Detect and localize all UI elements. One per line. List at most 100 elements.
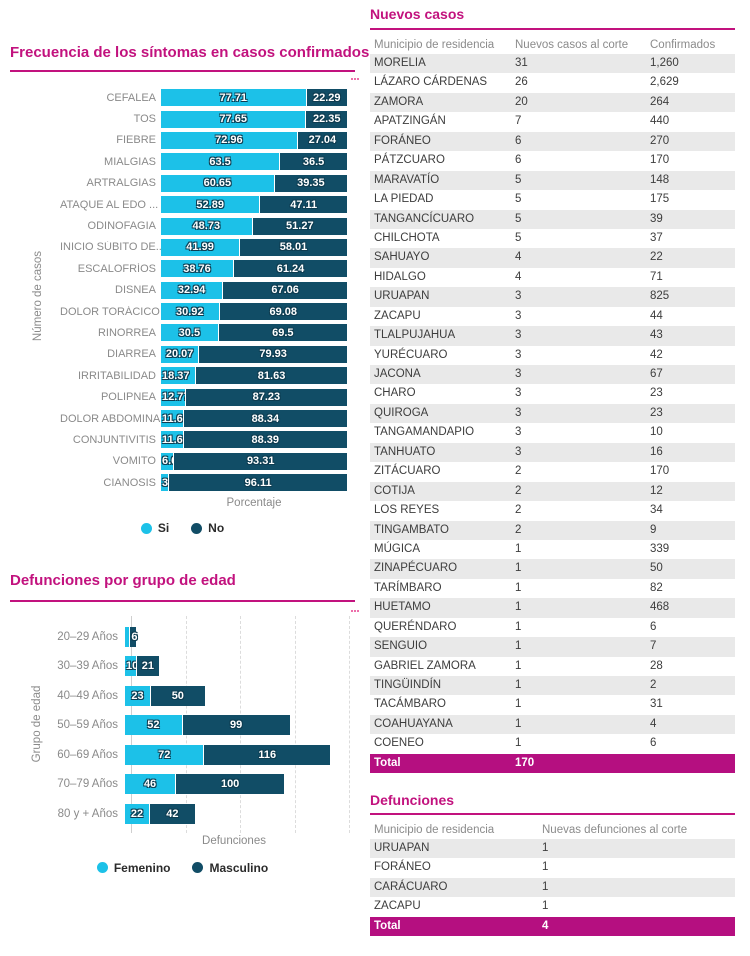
table-row[interactable]: GABRIEL ZAMORA 1 28: [370, 657, 735, 676]
table-cell: 28: [650, 659, 663, 672]
table-row[interactable]: ZACAPU 3 44: [370, 307, 735, 326]
table-row[interactable]: JACONA 3 67: [370, 365, 735, 385]
stacked-bar[interactable]: 10 21: [125, 656, 343, 677]
table-row[interactable]: TANGANCÍCUARO 5 39: [370, 209, 735, 229]
table-row[interactable]: APATZINGÁN 7 440: [370, 112, 735, 131]
stacked-bar[interactable]: 46 100: [125, 774, 343, 795]
bar-value-label: 72.96: [215, 134, 243, 147]
stacked-bar[interactable]: 18.37 81.63: [161, 367, 347, 385]
bar-value-label: 116: [258, 748, 277, 761]
more-options-icon[interactable]: [351, 610, 353, 612]
table-cell: TANHUATO: [374, 445, 436, 458]
table-row[interactable]: MORELIA 31 1,260: [370, 54, 735, 74]
table-row[interactable]: TACÁMBARO 1 31: [370, 695, 735, 714]
table-row[interactable]: TANGAMANDAPIO 3 10: [370, 423, 735, 442]
table-row[interactable]: TLALPUJAHUA 3 43: [370, 326, 735, 346]
table-cell: 3: [515, 426, 522, 439]
stacked-bar[interactable]: 41.99 58.01: [161, 238, 347, 256]
table-row[interactable]: COAHUAYANA 1 4: [370, 714, 735, 735]
table-cell: LOS REYES: [374, 504, 440, 517]
stacked-bar[interactable]: 6: [125, 626, 343, 647]
stacked-bar[interactable]: 11.66 88.34: [161, 410, 347, 428]
table-row[interactable]: LA PIEDAD 5 175: [370, 190, 735, 209]
bar-segment-no: 58.01: [239, 238, 347, 256]
stacked-bar[interactable]: 72 116: [125, 744, 343, 765]
bar-segment-no: 88.34: [182, 410, 347, 428]
table-row[interactable]: QUERÉNDARO 1 6: [370, 618, 735, 637]
chart-row: RINORREA 30.5 69.5: [60, 322, 355, 343]
stacked-bar[interactable]: 3.89 96.11: [161, 474, 347, 492]
category-label: CIANOSIS: [103, 476, 156, 489]
column-header[interactable]: Confirmados: [650, 39, 716, 51]
stacked-bar[interactable]: 48.73 51.27: [161, 217, 347, 235]
table-row[interactable]: URUAPAN 1: [370, 839, 735, 859]
stacked-bar[interactable]: 22 42: [125, 803, 343, 824]
table-row[interactable]: MÚGICA 1 339: [370, 540, 735, 559]
stacked-bar[interactable]: 77.71 22.29: [161, 89, 347, 107]
category-label: 70–79 Años: [57, 778, 118, 791]
table-row[interactable]: ZAMORA 20 264: [370, 92, 735, 113]
table-row[interactable]: TINGAMBATO 2 9: [370, 520, 735, 540]
legend-item-masculino[interactable]: Masculino: [192, 861, 268, 875]
table-row[interactable]: COTIJA 2 12: [370, 481, 735, 502]
stacked-bar[interactable]: 12.77 87.23: [161, 388, 347, 406]
table-cell: 7: [650, 640, 657, 653]
legend-item-no[interactable]: No: [191, 521, 224, 535]
legend-item-si[interactable]: Si: [140, 521, 169, 535]
table-total-row[interactable]: Total 4: [370, 916, 735, 937]
table-row[interactable]: COENEO 1 6: [370, 734, 735, 753]
table-row[interactable]: ZITÁCUARO 2 170: [370, 462, 735, 481]
table-row[interactable]: SAHUAYO 4 22: [370, 248, 735, 268]
stacked-bar[interactable]: 20.07 79.93: [161, 345, 347, 363]
stacked-bar[interactable]: 60.65 39.35: [161, 174, 347, 192]
table-row[interactable]: ZACAPU 1: [370, 897, 735, 916]
table-row[interactable]: MARAVATÍO 5 148: [370, 170, 735, 191]
table-row[interactable]: YURÉCUARO 3 42: [370, 346, 735, 365]
table-total-row[interactable]: Total 170: [370, 753, 735, 774]
table-row[interactable]: TANHUATO 3 16: [370, 442, 735, 463]
column-header[interactable]: Nuevas defunciones al corte: [542, 824, 688, 836]
legend-item-femenino[interactable]: Femenino: [96, 861, 170, 875]
bar-value-label: 10: [126, 660, 139, 673]
symptoms-x-axis-label: Porcentaje: [226, 497, 282, 510]
column-header[interactable]: Municipio de residencia: [374, 824, 495, 836]
stacked-bar[interactable]: 63.5 36.5: [161, 153, 347, 171]
table-row[interactable]: HUETAMO 1 468: [370, 598, 735, 618]
table-row[interactable]: URUAPAN 3 825: [370, 287, 735, 307]
stacked-bar[interactable]: 6.69 93.31: [161, 452, 347, 470]
column-header[interactable]: Nuevos casos al corte: [515, 39, 629, 51]
table-cell: 5: [515, 231, 522, 244]
table-row[interactable]: CHARO 3 23: [370, 384, 735, 403]
stacked-bar[interactable]: 77.65 22.35: [161, 110, 347, 128]
stacked-bar[interactable]: 30.92 69.08: [161, 303, 347, 321]
table-row[interactable]: FORÁNEO 1: [370, 858, 735, 877]
table-row[interactable]: SENGUIO 1 7: [370, 637, 735, 657]
stacked-bar[interactable]: 38.76 61.24: [161, 260, 347, 278]
table-cell: 4: [515, 251, 522, 264]
table-row[interactable]: LÁZARO CÁRDENAS 26 2,629: [370, 73, 735, 92]
bar-segment-no: 67.06: [222, 281, 347, 299]
stacked-bar[interactable]: 72.96 27.04: [161, 131, 347, 149]
stacked-bar[interactable]: 11.61 88.39: [161, 431, 347, 449]
bar-value-label: 63.5: [209, 155, 231, 168]
column-header[interactable]: Municipio de residencia: [374, 39, 495, 51]
table-row[interactable]: QUIROGA 3 23: [370, 403, 735, 424]
table-row[interactable]: CARÁCUARO 1: [370, 877, 735, 898]
table-row[interactable]: ZINAPÉCUARO 1 50: [370, 559, 735, 579]
more-options-icon[interactable]: [351, 78, 353, 80]
bar-segment-no: 22.29: [305, 89, 347, 107]
stacked-bar[interactable]: 30.5 69.5: [161, 324, 347, 342]
table-row[interactable]: LOS REYES 2 34: [370, 501, 735, 520]
bar-segment-si: 11.61: [161, 431, 189, 449]
bar-segment-si: 6.69: [161, 452, 183, 470]
stacked-bar[interactable]: 52.89 47.11: [161, 196, 347, 214]
stacked-bar[interactable]: 23 50: [125, 685, 343, 706]
stacked-bar[interactable]: 52 99: [125, 715, 343, 736]
table-row[interactable]: FORÁNEO 6 270: [370, 131, 735, 152]
table-row[interactable]: CHILCHOTA 5 37: [370, 229, 735, 248]
table-row[interactable]: PÁTZCUARO 6 170: [370, 151, 735, 170]
table-row[interactable]: HIDALGO 4 71: [370, 268, 735, 287]
table-row[interactable]: TARÍMBARO 1 82: [370, 579, 735, 598]
stacked-bar[interactable]: 32.94 67.06: [161, 281, 347, 299]
table-row[interactable]: TINGÜINDÍN 1 2: [370, 676, 735, 696]
